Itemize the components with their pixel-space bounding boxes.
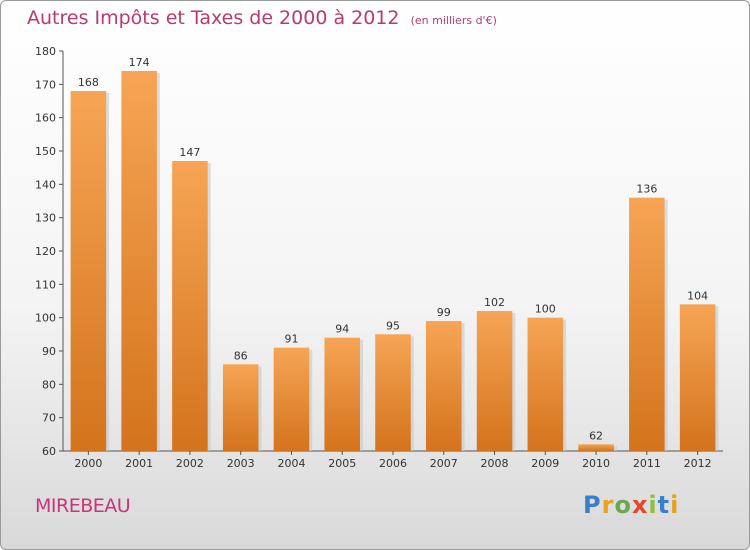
bar-2002 (172, 161, 208, 451)
bar-2000 (70, 91, 107, 451)
y-tick-label: 100 (35, 312, 56, 325)
x-tick-label: 2001 (125, 457, 153, 470)
x-tick-label: 2009 (531, 457, 559, 470)
x-tick-label: 2002 (176, 457, 204, 470)
logo-letter: t (657, 491, 671, 519)
bar-2001 (121, 71, 157, 451)
data-label: 62 (589, 429, 603, 442)
data-label: 99 (437, 306, 451, 319)
data-label: 104 (687, 289, 708, 302)
y-tick-label: 80 (42, 378, 56, 391)
x-tick-label: 2012 (684, 457, 712, 470)
bar-2008 (476, 311, 513, 451)
bar-2011 (629, 197, 665, 451)
bar-2003 (222, 364, 259, 451)
logo-letter: i (648, 491, 658, 519)
logo-letter: P (583, 491, 602, 519)
data-label: 168 (78, 76, 99, 89)
bar-layer (70, 71, 719, 451)
x-tick-label: 2003 (227, 457, 255, 470)
data-label: 95 (386, 319, 400, 332)
y-tick-label: 90 (42, 345, 56, 358)
y-tick-label: 60 (42, 445, 56, 458)
x-tick-label: 2006 (379, 457, 407, 470)
bar-2010 (578, 444, 614, 451)
y-tick-label: 110 (35, 278, 56, 291)
chart-title-block: Autres Impôts et Taxes de 2000 à 2012 (e… (27, 7, 497, 29)
y-tick-label: 70 (42, 412, 56, 425)
y-tick-label: 150 (35, 145, 56, 158)
data-label: 94 (335, 323, 349, 336)
bar-2007 (426, 321, 462, 451)
data-label: 86 (234, 349, 248, 362)
data-label: 174 (129, 56, 150, 69)
bar-2006 (375, 334, 411, 451)
data-label: 100 (535, 303, 556, 316)
logo-letter: x (631, 491, 649, 519)
bar-2009 (527, 317, 564, 451)
x-tick-label: 2000 (74, 457, 102, 470)
proxiti-logo: Proxiti (583, 491, 679, 519)
x-tick-label: 2011 (633, 457, 661, 470)
y-tick-label: 160 (35, 112, 56, 125)
bar-2012 (679, 304, 716, 451)
bar-2004 (273, 347, 310, 451)
x-tick-label: 2008 (481, 457, 509, 470)
x-tick-label: 2010 (582, 457, 610, 470)
data-label: 102 (484, 296, 505, 309)
x-tick-label: 2004 (277, 457, 305, 470)
data-label: 147 (179, 146, 200, 159)
y-tick-label: 140 (35, 178, 56, 191)
data-label: 91 (284, 333, 298, 346)
logo-letter: i (670, 491, 680, 519)
y-tick-label: 130 (35, 212, 56, 225)
y-tick-label: 180 (35, 45, 56, 58)
chart-title: Autres Impôts et Taxes de 2000 à 2012 (27, 7, 400, 29)
bar-2005 (324, 337, 360, 451)
logo-letter: o (614, 491, 632, 519)
x-tick-label: 2005 (328, 457, 356, 470)
x-tick-label: 2007 (430, 457, 458, 470)
y-tick-label: 120 (35, 245, 56, 258)
y-tick-label: 170 (35, 78, 56, 91)
logo-letter: r (601, 491, 615, 519)
chart-subtitle: (en milliers d'€) (410, 14, 497, 27)
commune-name: MIREBEAU (35, 495, 131, 517)
label-layer: 168 2000 174 2001 147 2002 86 2003 91 2004 94 2005 9… (74, 56, 711, 470)
data-label: 136 (636, 183, 657, 196)
